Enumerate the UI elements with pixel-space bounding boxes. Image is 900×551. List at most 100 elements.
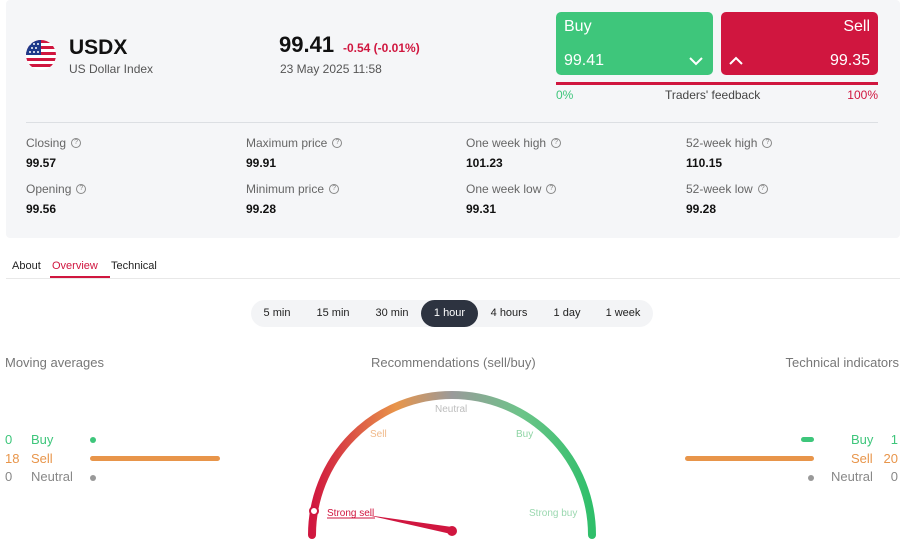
stat-one-week-low: One week low? 99.31: [466, 182, 666, 216]
stat-value: 99.28: [246, 202, 277, 216]
help-icon[interactable]: ?: [71, 138, 82, 148]
ti-buy-label: Buy: [851, 432, 874, 447]
timeframe-1-hour[interactable]: 1 hour: [421, 300, 478, 327]
stat-label: Minimum price: [246, 182, 325, 196]
ti-buy-bar: [801, 437, 814, 442]
help-icon[interactable]: ?: [76, 184, 87, 194]
moving-averages-title: Moving averages: [5, 355, 104, 370]
ti-neutral-row: Neutral 0: [831, 469, 898, 485]
stat-label: 52-week low: [686, 182, 753, 196]
stat-52-week-high: 52-week high? 110.15: [686, 136, 886, 170]
stat-value: 99.56: [26, 202, 57, 216]
panel-divider: [26, 122, 878, 123]
stat-value: 99.57: [26, 156, 57, 170]
ma-sell-count: 18: [5, 451, 20, 466]
content-tabs: About Overview Technical: [6, 257, 900, 279]
ma-buy-row: 0 Buy: [5, 432, 53, 448]
price-timestamp: 23 May 2025 11:58: [280, 62, 382, 76]
buy-price: 99.41: [564, 52, 605, 69]
tab-technical[interactable]: Technical: [111, 260, 157, 272]
stat-label: Maximum price: [246, 136, 328, 150]
ti-sell-bar: [685, 456, 814, 461]
help-icon[interactable]: ?: [551, 138, 562, 148]
stat-52-week-low: 52-week low? 99.28: [686, 182, 886, 216]
stat-value: 110.15: [686, 156, 723, 170]
help-icon[interactable]: ?: [762, 138, 773, 148]
ma-sell-label: Sell: [31, 451, 53, 466]
stat-label: Closing: [26, 136, 67, 150]
timeframe-30-min[interactable]: 30 min: [375, 307, 409, 319]
ma-buy-label: Buy: [31, 432, 54, 447]
timeframe-1-week[interactable]: 1 week: [605, 307, 641, 319]
ti-sell-count: 20: [883, 451, 898, 466]
timeframe-4-hours[interactable]: 4 hours: [490, 307, 528, 319]
symbol-name: US Dollar Index: [69, 62, 154, 76]
ti-sell-row: Sell 20: [851, 451, 898, 467]
active-tab-indicator: [50, 276, 110, 278]
help-icon[interactable]: ?: [329, 184, 340, 194]
gauge-label-strong-buy: Strong buy: [529, 508, 577, 519]
stat-closing: Closing? 99.57: [26, 136, 226, 170]
sell-button[interactable]: Sell 99.35: [721, 12, 878, 75]
ti-neutral-count: 0: [890, 469, 898, 484]
timeframe-1-day[interactable]: 1 day: [553, 307, 581, 319]
gauge-needle: [367, 515, 452, 534]
gauge-label-buy: Buy: [516, 429, 533, 440]
chevron-down-icon: [689, 57, 703, 66]
chevron-up-icon: [729, 56, 743, 65]
feedback-sell-percent: 100%: [847, 88, 878, 102]
buy-button[interactable]: Buy 99.41: [556, 12, 713, 75]
stat-minimum-price: Minimum price? 99.28: [246, 182, 446, 216]
timeframe-15-min[interactable]: 15 min: [316, 307, 350, 319]
traders-feedback-bar: [556, 82, 878, 85]
price-change: -0.54 (-0.01%): [343, 41, 420, 55]
stat-opening: Opening? 99.56: [26, 182, 226, 216]
tab-about[interactable]: About: [12, 260, 41, 272]
symbol-ticker: USDX: [69, 36, 128, 59]
us-flag-icon: [26, 40, 56, 70]
gauge-label-sell: Sell: [370, 429, 387, 440]
ma-neutral-row: 0 Neutral: [5, 469, 73, 485]
ti-neutral-bar: [808, 475, 814, 481]
stat-value: 99.91: [246, 156, 277, 170]
gauge-needle-hub: [447, 526, 457, 536]
sell-price: 99.35: [829, 52, 870, 69]
technical-indicators-title: Technical indicators: [785, 355, 899, 370]
feedback-buy-percent: 0%: [556, 88, 574, 102]
stat-label: One week high: [466, 136, 547, 150]
ti-sell-label: Sell: [851, 451, 873, 466]
buy-label: Buy: [564, 18, 592, 35]
current-price: 99.41: [279, 32, 335, 57]
tab-overview[interactable]: Overview: [52, 260, 98, 272]
ma-neutral-label: Neutral: [31, 469, 73, 484]
ma-sell-bar: [90, 456, 220, 461]
recommendation-gauge: Strong sell Sell Neutral Buy Strong buy: [300, 380, 604, 551]
help-icon[interactable]: ?: [546, 184, 557, 194]
stat-label: 52-week high: [686, 136, 758, 150]
gauge-label-neutral: Neutral: [435, 404, 467, 415]
stat-label: Opening: [26, 182, 72, 196]
gauge-label-strong-sell: Strong sell: [327, 508, 374, 519]
gauge-start-marker: [309, 506, 319, 516]
stat-value: 99.31: [466, 202, 497, 216]
ti-buy-row: Buy 1: [851, 432, 898, 448]
ma-neutral-bar: [90, 475, 96, 481]
stat-value: 99.28: [686, 202, 717, 216]
ti-buy-count: 1: [890, 432, 898, 447]
ma-neutral-count: 0: [5, 469, 13, 484]
stat-maximum-price: Maximum price? 99.91: [246, 136, 446, 170]
ma-sell-row: 18 Sell: [5, 451, 53, 467]
stat-value: 101.23: [466, 156, 503, 170]
stat-label: One week low: [466, 182, 542, 196]
sell-label: Sell: [843, 18, 870, 35]
timeframe-selector: 5 min 15 min 30 min 1 hour 4 hours 1 day…: [251, 300, 653, 327]
feedback-label: Traders' feedback: [665, 88, 761, 102]
gauge-arc: [308, 391, 596, 539]
help-icon[interactable]: ?: [332, 138, 343, 148]
stat-one-week-high: One week high? 101.23: [466, 136, 666, 170]
timeframe-5-min[interactable]: 5 min: [263, 307, 291, 319]
ma-buy-bar: [90, 437, 96, 443]
ti-neutral-label: Neutral: [831, 469, 873, 484]
help-icon[interactable]: ?: [757, 184, 768, 194]
ma-buy-count: 0: [5, 432, 13, 447]
